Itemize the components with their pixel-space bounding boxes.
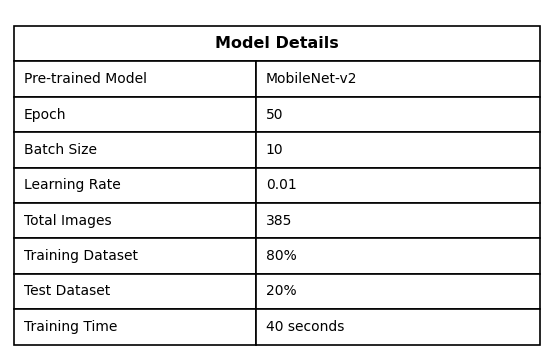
Bar bbox=[14, 309, 256, 345]
Bar bbox=[256, 309, 540, 345]
Bar bbox=[256, 132, 540, 168]
Bar bbox=[14, 274, 256, 309]
Text: Pre-trained Model: Pre-trained Model bbox=[24, 72, 147, 86]
Text: Model Details: Model Details bbox=[215, 36, 339, 51]
Text: Total Images: Total Images bbox=[24, 214, 111, 228]
Text: 0.01: 0.01 bbox=[266, 178, 297, 192]
Bar bbox=[256, 274, 540, 309]
Text: 20%: 20% bbox=[266, 284, 296, 299]
Text: Learning Rate: Learning Rate bbox=[24, 178, 121, 192]
Text: Test Dataset: Test Dataset bbox=[24, 284, 110, 299]
Bar bbox=[256, 203, 540, 238]
Text: Training Time: Training Time bbox=[24, 320, 117, 334]
Text: 40 seconds: 40 seconds bbox=[266, 320, 344, 334]
Text: Batch Size: Batch Size bbox=[24, 143, 97, 157]
Bar bbox=[14, 132, 256, 168]
Bar bbox=[14, 203, 256, 238]
Text: 385: 385 bbox=[266, 214, 293, 228]
Text: Epoch: Epoch bbox=[24, 108, 66, 121]
Bar bbox=[256, 62, 540, 97]
Text: 10: 10 bbox=[266, 143, 284, 157]
Text: Training Dataset: Training Dataset bbox=[24, 249, 138, 263]
Text: 80%: 80% bbox=[266, 249, 297, 263]
Bar bbox=[14, 168, 256, 203]
Text: MobileNet-v2: MobileNet-v2 bbox=[266, 72, 357, 86]
Bar bbox=[14, 238, 256, 274]
Bar bbox=[14, 26, 540, 62]
Text: 50: 50 bbox=[266, 108, 284, 121]
Bar bbox=[256, 168, 540, 203]
Bar bbox=[14, 97, 256, 132]
Bar bbox=[256, 97, 540, 132]
Bar bbox=[14, 62, 256, 97]
Bar bbox=[256, 238, 540, 274]
